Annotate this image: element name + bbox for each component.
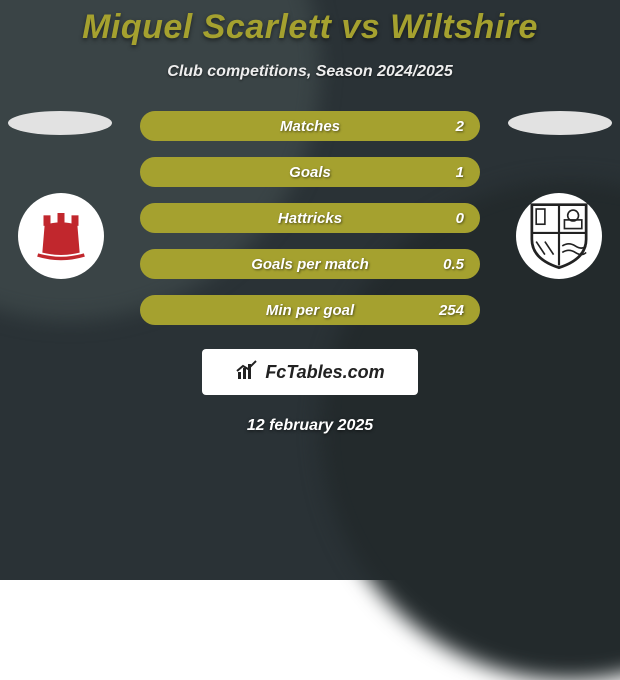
stats-section: Matches 2 Goals 1 Hattricks 0 Goals per … [0,111,620,435]
stat-label: Goals per match [251,256,369,273]
bar-chart-icon [235,358,259,387]
brand-badge: FcTables.com [202,349,418,395]
stat-label: Min per goal [266,302,354,319]
stat-row: Goals per match 0.5 [140,249,480,279]
stat-label: Hattricks [278,210,342,227]
date-text: 12 february 2025 [0,417,620,435]
stat-label: Matches [280,118,340,135]
stat-row: Min per goal 254 [140,295,480,325]
stat-value: 2 [456,118,464,135]
stat-value: 0 [456,210,464,227]
stat-value: 254 [439,302,464,319]
stat-row: Hattricks 0 [140,203,480,233]
stat-row: Matches 2 [140,111,480,141]
team-badge-left [18,193,104,279]
brand-text: FcTables.com [265,362,384,383]
stat-row: Goals 1 [140,157,480,187]
page-title: Miquel Scarlett vs Wiltshire [0,8,620,47]
team-badge-right [516,193,602,279]
stat-value: 1 [456,164,464,181]
decor-ellipse-right [508,111,612,135]
subtitle: Club competitions, Season 2024/2025 [0,63,620,81]
stat-label: Goals [289,164,331,181]
tower-icon [26,199,96,274]
stat-rows: Matches 2 Goals 1 Hattricks 0 Goals per … [140,111,480,325]
shield-quartered-icon [521,196,597,277]
decor-ellipse-left [8,111,112,135]
stat-value: 0.5 [443,256,464,273]
